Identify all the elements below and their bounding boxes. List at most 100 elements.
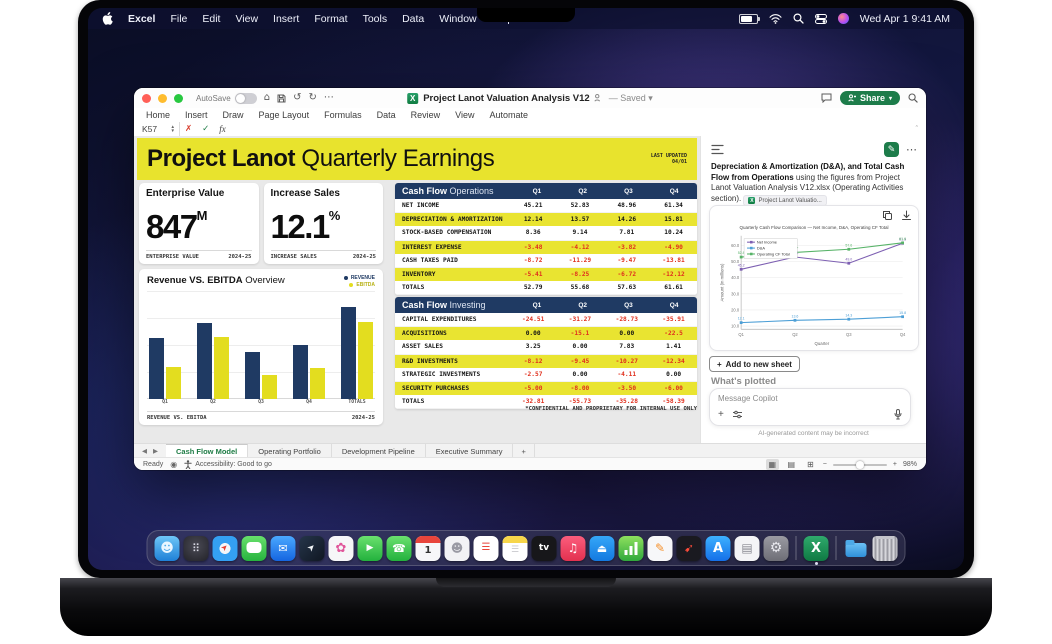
cell-value[interactable]: 52.79 <box>523 284 543 292</box>
attach-plus-icon[interactable]: + <box>718 409 724 420</box>
dock-item-messages[interactable] <box>241 535 267 561</box>
dock-item-freeform[interactable]: ▤ <box>734 535 760 561</box>
cell-value[interactable]: -10.27 <box>615 357 638 365</box>
cell-value[interactable]: -13.81 <box>662 256 685 264</box>
whats-plotted-label[interactable]: What's plotted <box>711 376 777 387</box>
save-icon[interactable] <box>277 94 286 103</box>
zoom-out-icon[interactable]: − <box>822 461 827 468</box>
cell-value[interactable]: -24.51 <box>521 316 545 324</box>
dock-item-tv[interactable]: tv <box>531 535 557 561</box>
name-box-stepper[interactable]: ▲ ▼ <box>170 124 175 133</box>
dock-item-excel[interactable]: X <box>803 535 829 565</box>
spreadsheet-canvas[interactable]: Project Lanot Quarterly Earnings LAST UP… <box>134 136 700 443</box>
cell-value[interactable]: -35.91 <box>662 316 685 324</box>
cell-value[interactable]: -3.50 <box>617 385 637 393</box>
ribbon-tab-home[interactable]: Home <box>146 110 171 120</box>
accessibility-status[interactable]: Accessibility: Good to go <box>184 460 272 469</box>
dock-item-numbers[interactable] <box>618 535 644 561</box>
cell-value[interactable]: 1.41 <box>666 343 682 351</box>
menu-item-excel[interactable]: Excel <box>128 12 156 25</box>
dock-item-safari[interactable]: ➤ <box>212 535 238 561</box>
cell-value[interactable]: -9.45 <box>570 357 590 365</box>
minimize-window-button[interactable] <box>158 93 167 103</box>
cell-value[interactable]: 45.21 <box>523 202 543 210</box>
ribbon-tab-view[interactable]: View <box>455 110 475 120</box>
ribbon-tab-automate[interactable]: Automate <box>489 110 529 120</box>
dock-item-launchpad[interactable]: ⠿ <box>183 535 209 561</box>
close-window-button[interactable] <box>142 93 151 103</box>
saved-status[interactable]: — Saved ▾ <box>608 92 653 103</box>
dock-item-notes[interactable]: ☰ <box>502 535 528 561</box>
cell-value[interactable]: 13.57 <box>570 216 590 224</box>
share-button[interactable]: Share ▾ <box>839 91 900 105</box>
zoom-in-icon[interactable]: + <box>892 461 897 468</box>
zoom-level[interactable]: 98% <box>902 461 917 468</box>
formula-cancel-icon[interactable]: ✗ <box>185 124 193 134</box>
cell-value[interactable]: -8.00 <box>570 385 590 393</box>
table-row[interactable]: CASH TAXES PAID -8.72 -11.29 -9.47 -13.81 <box>395 253 697 268</box>
cash-flow-investing-table[interactable]: Cash Flow Investing Q1 Q2 Q3 Q4 CAPITAL EXPEN… <box>395 297 697 410</box>
ribbon-tab-formulas[interactable]: Formulas <box>324 110 362 120</box>
cell-value[interactable]: 7.83 <box>619 343 635 351</box>
wifi-icon[interactable] <box>769 13 782 24</box>
cell-value[interactable]: -8.25 <box>570 271 590 279</box>
cell-value[interactable]: -35.28 <box>615 398 638 406</box>
cell-value[interactable]: -22.5 <box>664 330 683 338</box>
menu-item-tools[interactable]: Tools <box>362 12 388 25</box>
dock-item-trash[interactable] <box>872 535 898 561</box>
cell-value[interactable]: 61.34 <box>664 202 683 210</box>
spotlight-search-icon[interactable] <box>793 13 804 24</box>
more-commands-icon[interactable]: ⋯ <box>323 92 334 103</box>
copilot-input-placeholder[interactable]: Message Copilot <box>718 394 778 403</box>
page-layout-view-icon[interactable]: ▤ <box>787 460 796 469</box>
table-row[interactable]: NET INCOME 45.21 52.83 48.96 61.34 <box>395 199 697 214</box>
table-row[interactable]: R&D INVESTMENTS -8.12 -9.45 -10.27 -12.34 <box>395 354 697 368</box>
cell-value[interactable]: -8.12 <box>523 357 543 365</box>
ribbon-tab-data[interactable]: Data <box>376 110 396 120</box>
siri-icon[interactable] <box>837 13 849 24</box>
dock-item-settings[interactable]: ⚙ <box>763 535 789 561</box>
cell-value[interactable]: -32.81 <box>521 398 545 406</box>
cell-value[interactable]: 10.24 <box>664 229 683 237</box>
menu-item-file[interactable]: File <box>170 12 188 25</box>
table-row[interactable]: DEPRECIATION & AMORTIZATION 12.14 13.57 14.… <box>395 213 697 227</box>
next-sheet-icon[interactable]: ▶ <box>153 447 158 455</box>
home-icon[interactable]: ⌂ <box>263 92 271 103</box>
cell-value[interactable]: 52.83 <box>570 202 590 210</box>
menu-item-window[interactable]: Window <box>439 12 477 25</box>
cell-value[interactable]: -6.72 <box>617 271 637 279</box>
undo-icon[interactable]: ↺ <box>293 92 302 103</box>
page-break-view-icon[interactable]: ⊞ <box>806 460 814 469</box>
cell-value[interactable]: -5.00 <box>523 385 543 393</box>
menu-item-format[interactable]: Format <box>314 12 348 25</box>
dock-item-phone[interactable]: ☎ <box>386 535 412 561</box>
table-row[interactable]: STOCK-BASED COMPENSATION 8.36 9.14 7.81 10.2… <box>395 226 697 241</box>
dock-item-contacts[interactable]: ☻ <box>444 535 470 561</box>
cell-value[interactable]: -5.41 <box>523 271 543 279</box>
cell-value[interactable]: 15.81 <box>664 216 683 224</box>
dock-item-facetime[interactable]: ▶ <box>357 535 383 561</box>
sheet-tab-operating-portfolio[interactable]: Operating Portfolio <box>248 444 332 458</box>
cell-value[interactable]: 9.14 <box>572 229 588 237</box>
panel-history-icon[interactable] <box>711 144 724 155</box>
table-row[interactable]: INVENTORY -5.41 -8.25 -6.72 -12.12 <box>395 267 697 282</box>
autosave-toggle[interactable] <box>234 92 257 104</box>
ribbon-tab-review[interactable]: Review <box>410 110 441 120</box>
download-icon[interactable] <box>901 210 912 221</box>
zoom-slider[interactable] <box>832 460 887 469</box>
table-row[interactable]: CAPITAL EXPENDITURES -24.51 -31.27 -28.73 -3… <box>395 313 697 328</box>
dock-item-photos[interactable]: ✿ <box>328 535 354 561</box>
cell-value[interactable]: -2.57 <box>523 370 543 378</box>
table-row[interactable]: INTEREST EXPENSE -3.48 -4.12 -3.82 -4.90 <box>395 240 697 254</box>
cell-value[interactable]: 55.68 <box>570 284 590 292</box>
cell-value[interactable]: -11.29 <box>568 256 592 264</box>
table-row[interactable]: SECURITY PURCHASES -5.00 -8.00 -3.50 -6.00 <box>395 381 697 396</box>
control-center-icon[interactable] <box>814 13 827 24</box>
menu-item-insert[interactable]: Insert <box>273 12 300 25</box>
cell-value[interactable]: -4.12 <box>570 243 590 251</box>
cell-value[interactable]: -31.27 <box>568 316 592 324</box>
cell-value[interactable]: 48.96 <box>617 202 637 210</box>
dock-item-downloads[interactable] <box>844 536 869 561</box>
cell-value[interactable]: 7.81 <box>619 229 635 237</box>
cell-value[interactable]: 61.61 <box>664 284 683 292</box>
